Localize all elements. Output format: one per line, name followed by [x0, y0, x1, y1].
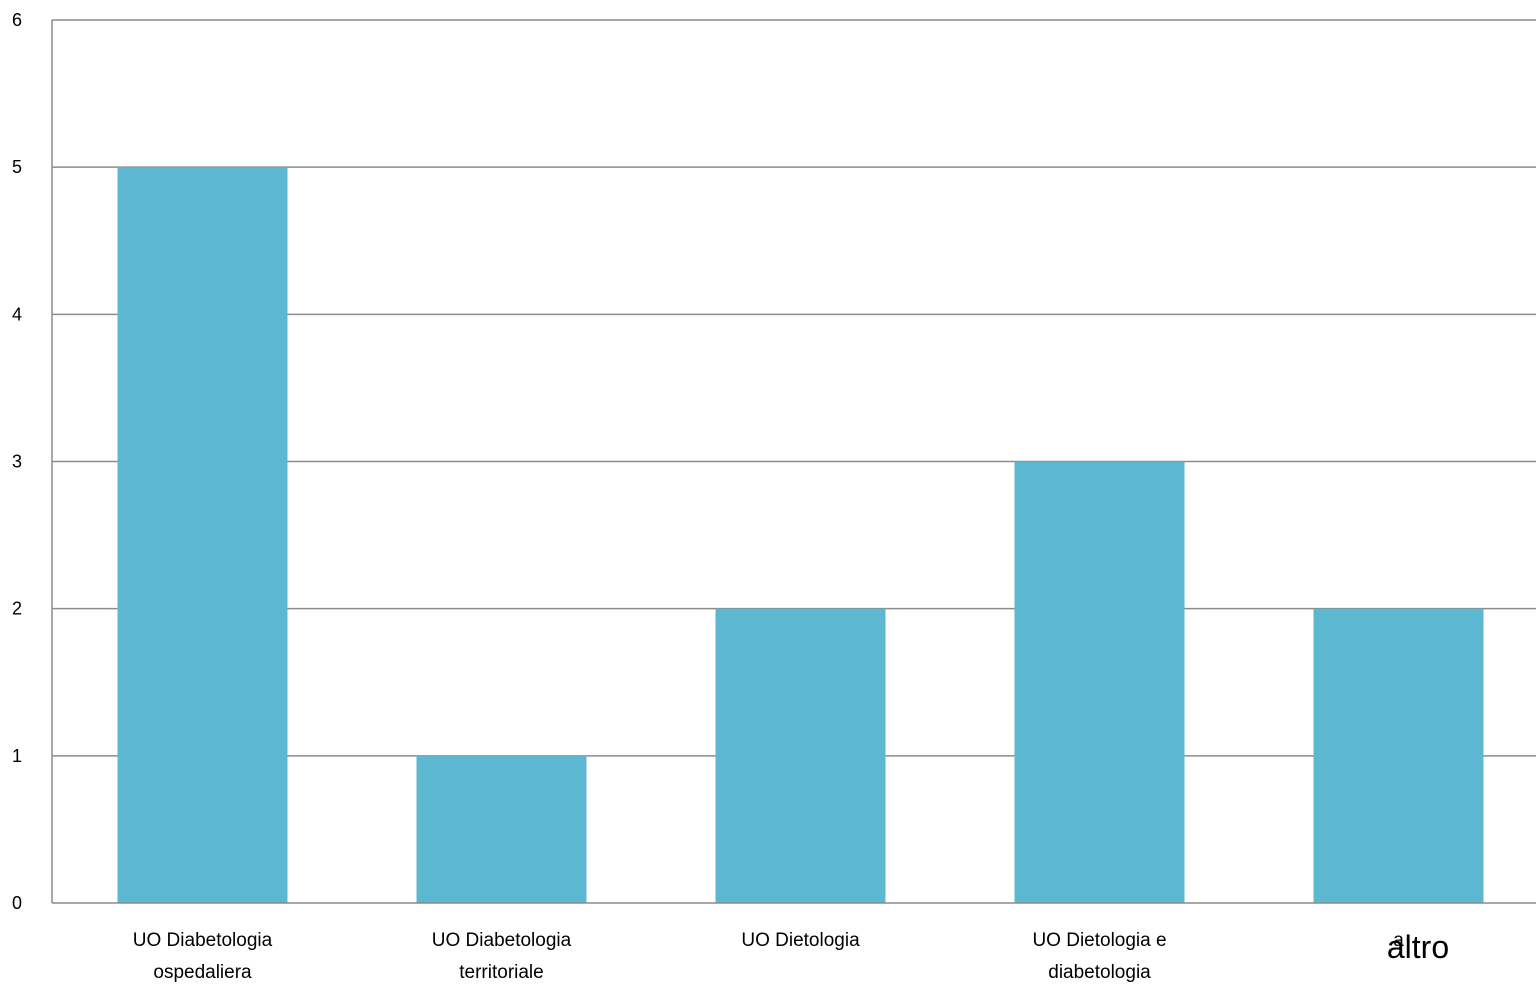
y-tick-label-2: 2 [12, 599, 22, 619]
bar-1 [117, 167, 288, 903]
x-category-label-1: UO Diabetologia ospedaliera [133, 930, 273, 983]
overlay-label-altro: altro [1387, 929, 1449, 965]
x-category-label-3: UO Dietologia [741, 930, 860, 951]
bar-3 [715, 608, 886, 903]
bar-2 [416, 755, 587, 903]
x-category-label-2: UO Diabetologia territoriale [432, 930, 572, 983]
bar-4 [1014, 461, 1185, 903]
axes [51, 20, 1536, 904]
y-tick-label-3: 3 [12, 452, 22, 472]
x-category-label-5: a [1393, 930, 1404, 951]
x-category-label-4: UO Dietologia e diabetologia [1032, 930, 1166, 983]
bar-5 [1313, 608, 1484, 903]
y-tick-label-4: 4 [12, 304, 22, 324]
y-tick-label-1: 1 [12, 746, 22, 766]
grid-lines [52, 19, 1536, 757]
y-tick-label-5: 5 [12, 157, 22, 177]
y-tick-label-6: 6 [12, 10, 22, 30]
y-tick-labels: 0 1 2 3 4 5 6 [12, 10, 22, 913]
x-category-labels: UO Diabetologia ospedaliera UO Diabetologi… [133, 930, 1404, 983]
bars [117, 167, 1484, 903]
y-tick-label-0: 0 [12, 893, 22, 913]
